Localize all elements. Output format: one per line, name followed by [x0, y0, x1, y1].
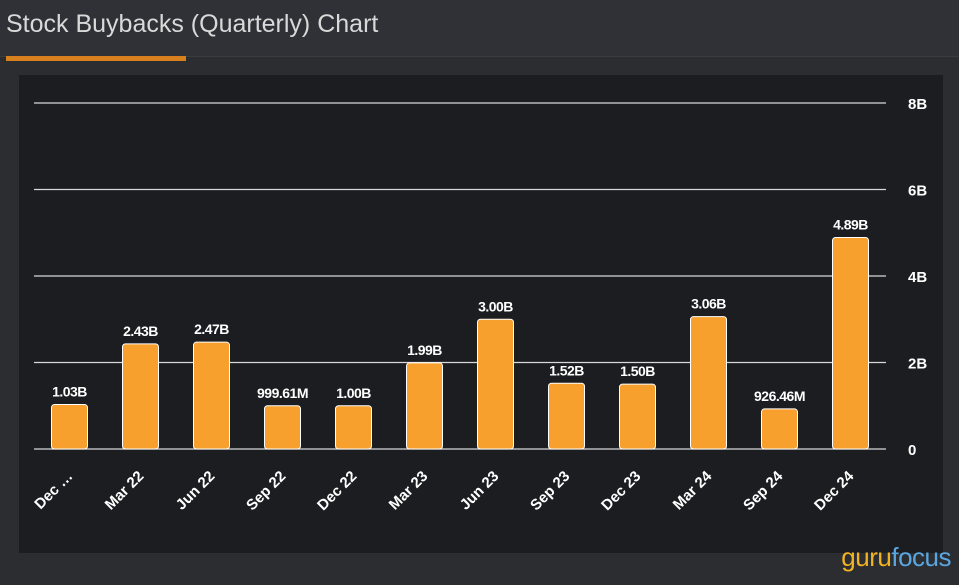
x-tick-label: Jun 23 [457, 468, 503, 514]
chart-panel: 0 2B 4B 6B 8B 1.03B Dec … 2.43B Mar 22 2.47B Jun 2… [19, 75, 943, 553]
gurufocus-logo: gurufocus [841, 542, 951, 573]
y-tick-label: 4B [908, 269, 927, 286]
bar [761, 408, 798, 450]
data-label: 1.52B [549, 362, 584, 378]
logo-part-focus: focus [891, 542, 951, 572]
x-tick-label: Dec 23 [598, 468, 644, 514]
data-label: 4.89B [833, 217, 868, 233]
y-tick-label: 6B [908, 183, 927, 200]
bar [619, 383, 656, 450]
bar [690, 316, 727, 450]
bar [122, 343, 159, 450]
logo-part-guru: guru [841, 542, 892, 572]
data-label: 3.06B [691, 296, 726, 312]
x-tick-label: Sep 23 [527, 468, 573, 514]
data-label: 1.03B [52, 383, 87, 399]
bar [335, 405, 372, 450]
bar [264, 405, 301, 450]
x-tick-label: Mar 24 [670, 467, 716, 513]
chart-header: Stock Buybacks (Quarterly) Chart [0, 0, 959, 57]
data-label: 3.00B [478, 298, 513, 314]
data-label: 2.47B [194, 321, 229, 337]
bar [193, 341, 230, 450]
x-tick-label: Mar 22 [102, 468, 148, 514]
y-tick-label: 8B [908, 96, 927, 113]
data-label: 999.61M [257, 385, 308, 401]
bar [477, 318, 514, 450]
data-label: 2.43B [123, 323, 158, 339]
bar [406, 362, 443, 450]
data-label: 1.00B [336, 385, 371, 401]
x-tick-label: Dec 24 [811, 467, 858, 514]
data-label: 926.46M [754, 388, 805, 404]
data-label: 1.50B [620, 363, 655, 379]
x-tick-label: Dec … [31, 468, 76, 513]
x-tick-label: Mar 23 [386, 468, 432, 514]
bar [51, 403, 88, 450]
y-tick-label: 0 [908, 442, 916, 459]
active-tab-indicator [6, 56, 186, 61]
bar [548, 382, 585, 450]
x-tick-label: Sep 24 [740, 467, 787, 514]
bar [832, 237, 869, 450]
y-tick-label: 2B [908, 356, 927, 373]
x-tick-label: Sep 22 [243, 468, 289, 514]
data-label: 1.99B [407, 342, 442, 358]
x-tick-label: Dec 22 [314, 468, 360, 514]
page-title: Stock Buybacks (Quarterly) Chart [6, 10, 379, 38]
bar-chart: 0 2B 4B 6B 8B 1.03B Dec … 2.43B Mar 22 2.47B Jun 2… [31, 96, 927, 514]
x-tick-label: Jun 22 [173, 468, 219, 514]
